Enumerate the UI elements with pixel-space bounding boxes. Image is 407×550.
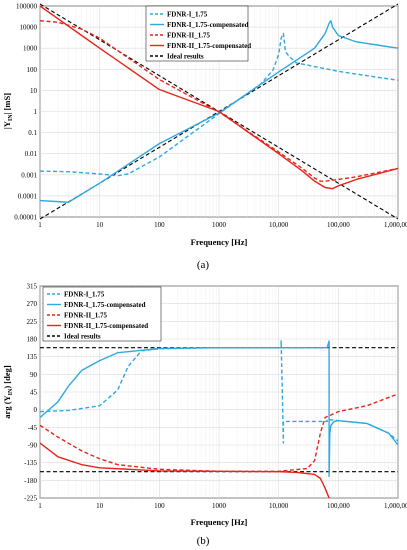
chart-b-y-axis-label: arg (YIN) [deg] [2, 365, 14, 419]
legend-label: FDNR-II_1.75-compensated [64, 322, 148, 330]
x-tick-label: 10 [96, 221, 104, 229]
x-tick-label: 100,000 [327, 221, 350, 229]
y-tick-label: 0.001 [21, 171, 37, 179]
legend-label: Ideal results [64, 333, 101, 341]
series-line [39, 20, 399, 182]
y-tick-label: -90 [28, 442, 38, 450]
y-tick-label: 0.01 [25, 150, 38, 158]
chart-a-y-tick-labels: 100000 10000 1000 100 10 1 0.1 0.01 0.001 0.0001 0… [14, 3, 37, 222]
y-tick-label: 0 [34, 406, 38, 414]
x-tick-label: 1 [38, 502, 42, 510]
y-tick-label: 0.1 [28, 129, 37, 137]
x-tick-label: 10,000 [269, 502, 289, 510]
y-tick-label: 100 [27, 66, 38, 74]
chart-a-caption: (a) [197, 259, 210, 271]
y-tick-label: -180 [24, 477, 37, 485]
series-line [39, 442, 330, 499]
series-line [39, 20, 399, 203]
x-tick-label: 100,000 [327, 502, 350, 510]
y-tick-label: 1000 [23, 45, 38, 53]
x-tick-label: 1000 [212, 502, 227, 510]
chart-a-y-axis-label: |YIN| [mS] [2, 93, 14, 129]
chart-b-legend-entries: FDNR-I_1.75 FDNR-I_1.75-compensated FDNR-I… [47, 291, 148, 341]
legend-label: FDNR-I_1.75 [64, 291, 105, 299]
chart-b: 1 10 100 1000 10,000 100,000 1,000,000 315 270 2… [2, 283, 407, 548]
chart-a-legend-entries: FDNR-I_1.75 FDNR-I_1.75-compensated FDNR-I… [150, 11, 251, 61]
series-line [39, 340, 399, 444]
chart-b-x-tick-labels: 1 10 100 1000 10,000 100,000 1,000,000 [38, 502, 407, 510]
chart-b-y-tick-labels: 315 270 225 180 135 90 45 0 -45 -90 -135 -180 -225 [24, 283, 37, 503]
chart-a-series [39, 3, 399, 220]
y-tick-label: 180 [27, 336, 38, 344]
y-tick-label: 45 [30, 389, 38, 397]
x-tick-label: 100 [154, 221, 165, 229]
legend-label: FDNR-II_1.75-compensated [167, 42, 251, 50]
chart-a-x-tick-labels: 1 10 100 1000 10,000 100,000 1,000,000 [38, 221, 407, 229]
series-line [39, 340, 399, 478]
chart-b-series [39, 340, 399, 499]
legend-label: FDNR-II_1.75 [64, 312, 107, 320]
y-tick-label: 225 [27, 318, 38, 326]
chart-a-legend [145, 5, 249, 62]
y-tick-label: 0.00001 [14, 214, 37, 222]
y-tick-label: -225 [24, 495, 37, 503]
x-tick-label: 1000 [212, 221, 227, 229]
y-tick-label: 90 [30, 371, 38, 379]
chart-a-grid [39, 5, 399, 218]
y-tick-label: 10 [30, 87, 38, 95]
chart-b-legend [42, 286, 162, 342]
y-tick-label: 10000 [20, 24, 38, 32]
y-tick-label: 315 [27, 283, 38, 291]
x-tick-label: 1,000,000 [384, 502, 407, 510]
y-tick-label: 1 [34, 108, 38, 116]
y-tick-label: -135 [24, 459, 37, 467]
legend-label: FDNR-I_1.75-compensated [167, 21, 249, 29]
legend-label: FDNR-I_1.75 [167, 11, 208, 19]
series-line [39, 5, 399, 190]
x-tick-label: 1,000,000 [384, 221, 407, 229]
x-tick-label: 10,000 [269, 221, 289, 229]
legend-label: FDNR-I_1.75-compensated [64, 301, 146, 309]
chart-a-x-axis-label: Frequency [Hz] [191, 237, 248, 247]
chart-b-x-axis-label: Frequency [Hz] [191, 517, 248, 527]
chart-b-caption: (b) [197, 535, 210, 547]
y-tick-label: 100000 [16, 3, 38, 11]
legend-label: Ideal results [167, 53, 204, 61]
x-tick-label: 1 [38, 221, 42, 229]
x-tick-label: 100 [154, 502, 165, 510]
y-tick-label: 0.0001 [18, 192, 38, 200]
legend-label: FDNR-II_1.75 [167, 32, 210, 40]
y-tick-label: 135 [27, 353, 38, 361]
y-tick-label: -45 [28, 424, 38, 432]
x-tick-label: 10 [96, 502, 104, 510]
y-tick-label: 270 [27, 300, 38, 308]
